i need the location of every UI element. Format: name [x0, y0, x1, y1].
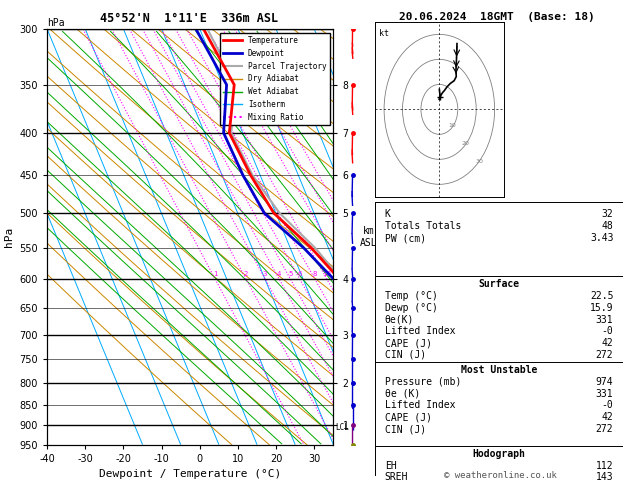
Text: Hodograph: Hodograph — [472, 449, 526, 459]
Text: LCL: LCL — [335, 423, 349, 432]
Text: 331: 331 — [596, 389, 613, 399]
Text: 45°52'N  1°11'E  336m ASL: 45°52'N 1°11'E 336m ASL — [99, 12, 278, 25]
Text: Surface: Surface — [479, 278, 520, 289]
Text: 42: 42 — [602, 338, 613, 348]
X-axis label: Dewpoint / Temperature (°C): Dewpoint / Temperature (°C) — [99, 469, 281, 479]
Text: 331: 331 — [596, 314, 613, 325]
Text: 20: 20 — [462, 141, 470, 146]
Text: EH: EH — [385, 461, 396, 470]
Text: θe (K): θe (K) — [385, 389, 420, 399]
Text: Pressure (mb): Pressure (mb) — [385, 377, 461, 387]
Text: PW (cm): PW (cm) — [385, 233, 426, 243]
Y-axis label: km
ASL: km ASL — [360, 226, 378, 248]
Text: -0: -0 — [602, 327, 613, 336]
Y-axis label: hPa: hPa — [4, 227, 14, 247]
Text: K: K — [385, 208, 391, 219]
Text: 3.43: 3.43 — [590, 233, 613, 243]
Text: 112: 112 — [596, 461, 613, 470]
Text: 20.06.2024  18GMT  (Base: 18): 20.06.2024 18GMT (Base: 18) — [399, 12, 595, 22]
Text: 3: 3 — [263, 271, 267, 277]
Text: 272: 272 — [596, 350, 613, 360]
Text: -0: -0 — [602, 400, 613, 411]
Text: 5: 5 — [288, 271, 292, 277]
Text: CAPE (J): CAPE (J) — [385, 412, 432, 422]
Text: Lifted Index: Lifted Index — [385, 400, 455, 411]
Text: 1: 1 — [213, 271, 218, 277]
Legend: Temperature, Dewpoint, Parcel Trajectory, Dry Adiabat, Wet Adiabat, Isotherm, Mi: Temperature, Dewpoint, Parcel Trajectory… — [220, 33, 330, 125]
Text: Lifted Index: Lifted Index — [385, 327, 455, 336]
Text: hPa: hPa — [47, 18, 65, 28]
Text: CIN (J): CIN (J) — [385, 350, 426, 360]
Text: SREH: SREH — [385, 472, 408, 483]
Text: 30: 30 — [475, 159, 483, 164]
Text: Totals Totals: Totals Totals — [385, 221, 461, 231]
Text: 4: 4 — [277, 271, 281, 277]
Text: kt: kt — [379, 29, 389, 38]
Text: 272: 272 — [596, 424, 613, 434]
Text: 10: 10 — [322, 271, 331, 277]
Text: 974: 974 — [596, 377, 613, 387]
Text: Dewp (°C): Dewp (°C) — [385, 303, 438, 312]
Text: 42: 42 — [602, 412, 613, 422]
Text: 15.9: 15.9 — [590, 303, 613, 312]
Text: 22.5: 22.5 — [590, 291, 613, 301]
Text: CIN (J): CIN (J) — [385, 424, 426, 434]
Text: CAPE (J): CAPE (J) — [385, 338, 432, 348]
Text: 32: 32 — [602, 208, 613, 219]
Text: Temp (°C): Temp (°C) — [385, 291, 438, 301]
Text: 143: 143 — [596, 472, 613, 483]
Text: 8: 8 — [313, 271, 317, 277]
Text: © weatheronline.co.uk: © weatheronline.co.uk — [443, 470, 557, 480]
Text: 2: 2 — [244, 271, 248, 277]
Text: 48: 48 — [602, 221, 613, 231]
Text: θe(K): θe(K) — [385, 314, 415, 325]
Text: Most Unstable: Most Unstable — [461, 365, 537, 375]
Text: 10: 10 — [448, 123, 457, 128]
Text: 6: 6 — [298, 271, 302, 277]
